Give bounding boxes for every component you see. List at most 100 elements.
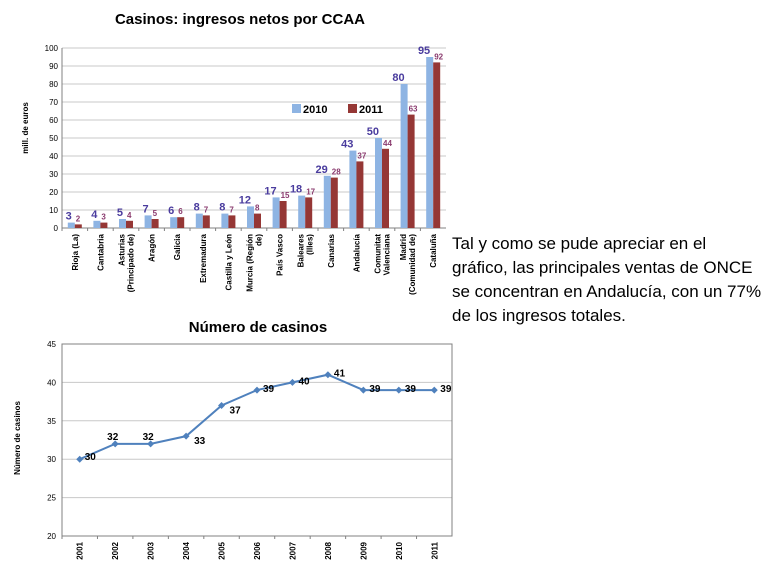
line-data-label: 39 [405, 384, 417, 395]
data-label-2010: 18 [290, 184, 302, 196]
bar-x-tick-label: de) [255, 234, 264, 246]
bar-2010 [67, 222, 75, 228]
bar-chart-title: Casinos: ingresos netos por CCAA [115, 11, 365, 28]
data-label-2010: 50 [367, 126, 379, 138]
line-data-label: 41 [334, 369, 346, 380]
data-label-2011: 44 [383, 139, 392, 148]
line-data-label: 39 [263, 384, 275, 395]
bar-y-tick-label: 20 [49, 188, 58, 197]
bar-x-tick-label: Galicia [173, 233, 182, 260]
bar-y-tick-label: 40 [49, 152, 58, 161]
line-point [182, 432, 190, 440]
bar-2011 [330, 177, 338, 228]
line-data-label: 39 [440, 384, 452, 395]
bar-x-tick-label: (Principado de) [127, 234, 136, 293]
line-point [430, 386, 438, 394]
legend-label: 2011 [359, 104, 383, 116]
bar-2011 [74, 224, 82, 228]
data-label-2011: 28 [332, 168, 341, 177]
bar-2010 [93, 220, 101, 228]
bar-y-tick-label: 60 [49, 116, 58, 125]
data-label-2010: 3 [66, 211, 72, 223]
bar-y-tick-label: 80 [49, 80, 58, 89]
line-data-label: 33 [194, 436, 206, 447]
bar-x-tick-label: Rioja (La) [71, 234, 80, 271]
bar-y-tick-label: 100 [45, 44, 59, 53]
bar-2010 [400, 84, 408, 228]
line-x-tick-label: 2009 [359, 541, 368, 559]
data-label-2010: 43 [341, 139, 353, 151]
bar-2010 [119, 219, 126, 228]
bar-y-tick-label: 30 [49, 170, 58, 179]
bar-2011 [279, 201, 287, 228]
bar-x-tick-label: Murcia (Región [246, 234, 255, 292]
legend-label: 2010 [303, 104, 327, 116]
bar-2011 [356, 161, 364, 228]
bar-x-tick-label: (Illes) [306, 234, 315, 255]
summary-paragraph: Tal y como se pude apreciar en el gráfic… [452, 234, 762, 325]
bar-2010 [272, 197, 280, 228]
line-chart-marks: 30 32 32 33 37 39 40 41 39 39 39 [76, 369, 452, 463]
bar-2010 [144, 215, 152, 228]
line-y-tick-label: 20 [47, 532, 56, 541]
data-label-2011: 7 [204, 205, 209, 214]
bar-x-tick-label: Madrid [399, 234, 408, 260]
data-label-2010: 8 [194, 202, 200, 214]
bar-chart-y-axis-label: mill. de euros [21, 102, 30, 154]
bar-2011 [433, 62, 441, 229]
bar-x-tick-label: Baleares [297, 233, 306, 267]
bar-x-tick-label: Canarias [327, 233, 336, 267]
bar-chart-axes: 0 10 20 30 40 50 60 70 80 90 100 Rioja (La) Cantabri… [45, 44, 446, 295]
line-x-tick-label: 2001 [76, 541, 85, 559]
line-point [111, 440, 119, 448]
bar-y-tick-label: 0 [54, 224, 59, 233]
data-label-2010: 6 [168, 205, 174, 217]
line-plot-frame [61, 343, 453, 537]
line-x-tick-label: 2008 [324, 541, 333, 559]
line-point [76, 455, 84, 463]
bar-2010 [221, 213, 229, 228]
line-point [147, 440, 155, 448]
data-label-2011: 4 [127, 211, 132, 220]
bar-x-tick-label: Aragón [148, 234, 157, 262]
line-data-label: 40 [298, 376, 310, 387]
line-point [359, 386, 367, 394]
line-data-label: 39 [369, 384, 381, 395]
line-x-tick-label: 2007 [288, 541, 297, 559]
bar-2010 [323, 175, 331, 228]
bar-2011 [151, 219, 159, 228]
bar-2011 [305, 197, 313, 228]
bar-x-tick-label: (Comunidad de) [408, 234, 417, 295]
bar-x-tick-label: Cataluña [429, 233, 438, 267]
bar-2010 [247, 206, 254, 228]
line-x-tick-label: 2011 [430, 541, 439, 559]
data-label-2011: 5 [153, 209, 158, 218]
bar-2011 [177, 217, 185, 228]
line-x-tick-label: 2003 [147, 541, 156, 559]
bar-2011 [202, 215, 210, 228]
line-point [218, 401, 226, 409]
data-label-2011: 7 [229, 205, 234, 214]
bar-2010 [170, 217, 178, 228]
line-x-tick-label: 2004 [182, 541, 191, 559]
data-label-2010: 5 [117, 207, 123, 219]
bar-2010 [375, 138, 382, 228]
line-x-tick-label: 2005 [218, 541, 227, 559]
bar-chart: Casinos: ingresos netos por CCAA mill. d… [21, 11, 446, 295]
line-x-tick-label: 2002 [111, 541, 120, 559]
line-point [253, 386, 261, 394]
bar-2010 [195, 213, 203, 228]
bar-2011 [228, 215, 236, 228]
line-y-tick-label: 35 [47, 417, 56, 426]
data-label-2010: 8 [219, 202, 225, 214]
bar-2010 [349, 150, 357, 228]
bar-x-tick-label: Cantabria [96, 233, 105, 270]
bar-2011 [126, 220, 133, 228]
bar-2010 [426, 57, 434, 228]
bar-x-tick-label: País Vasco [276, 234, 285, 276]
line-chart-grid [62, 343, 452, 537]
bar-2011 [254, 213, 261, 228]
data-label-2010: 12 [239, 194, 251, 206]
data-label-2010: 95 [418, 45, 430, 57]
